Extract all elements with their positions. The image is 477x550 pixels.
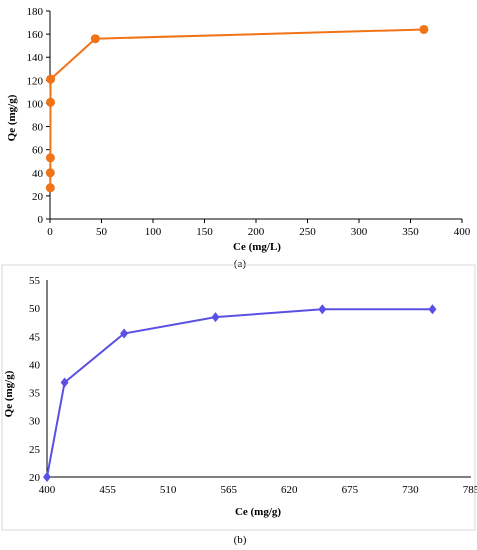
chart-a-x-tick-label: 100 [145, 226, 162, 238]
chart-a-y-tick-label: 20 [32, 191, 44, 203]
chart-b-x-tick-label: 620 [281, 484, 298, 496]
chart-b-data-point [318, 304, 327, 315]
chart-b-y-tick-label: 55 [29, 275, 41, 287]
chart-a-y-tick-label: 180 [27, 6, 44, 18]
chart-a-y-tick-label: 100 [27, 98, 44, 110]
chart-b-data-point [211, 312, 220, 323]
chart-b-x-tick-label: 785 [463, 484, 477, 496]
chart-b-data-point [120, 328, 129, 339]
chart-a-x-tick-label: 50 [96, 226, 108, 238]
chart-a-y-tick-label: 60 [32, 145, 44, 157]
chart-a-y-tick-label: 40 [32, 168, 44, 180]
chart-b-y-tick-label: 45 [29, 331, 41, 343]
chart-b-data-point [43, 472, 51, 482]
chart-a-series-line [49, 28, 424, 188]
chart-b-y-tick-label: 50 [29, 303, 41, 315]
chart-b-caption: (b) [234, 534, 247, 546]
chart-b-data-point [428, 304, 437, 315]
chart-a-y-tick-label: 0 [38, 214, 44, 226]
chart-b-x-axis-title: Ce (mg/g) [235, 506, 281, 518]
chart-a-y-tick-label: 160 [27, 29, 44, 41]
chart-a-x-tick-label: 400 [454, 226, 471, 238]
chart-b-plot-area-border [1, 264, 476, 531]
chart-a-data-point [419, 24, 429, 34]
chart-b-x-tick-label: 675 [342, 484, 359, 496]
chart-a-data-point [90, 34, 100, 44]
chart-a-x-tick-label: 350 [402, 226, 419, 238]
chart-a-data-point [45, 168, 55, 178]
chart-a-caption: (a) [234, 258, 247, 270]
chart-a-x-axis-title: Ce (mg/L) [233, 241, 281, 253]
chart-a-x-tick-label: 0 [47, 226, 53, 238]
chart-b-y-tick-label: 25 [29, 444, 41, 456]
chart-b-x-tick-label: 565 [220, 484, 237, 496]
chart-a-x-tick-label: 250 [299, 226, 316, 238]
chart-a-data-point [46, 97, 56, 107]
chart-a-y-tick-label: 140 [27, 52, 44, 64]
chart-b-data-point [60, 377, 69, 388]
chart-a-x-tick-label: 300 [351, 226, 368, 238]
chart-b: Qe (mg/g) Ce (mg/g) (b) 400 455 510 565 620 6… [1, 264, 477, 546]
chart-b-y-tick-label: 40 [29, 359, 41, 371]
chart-a-data-point [45, 183, 55, 193]
chart-a-y-axis-title: Qe (mg/g) [6, 94, 18, 141]
chart-b-y-tick-label: 20 [29, 472, 41, 484]
chart-a: Qe (mg/g) Ce (mg/L) (a) 0 50 100 150 200 250 3… [6, 6, 471, 270]
chart-b-series-line [46, 308, 433, 478]
chart-a-x-tick-label: 200 [248, 226, 265, 238]
chart-b-y-tick-label: 35 [29, 388, 41, 400]
chart-a-data-point [46, 74, 56, 84]
chart-a-x-tick-label: 150 [196, 226, 213, 238]
chart-a-y-tick-label: 120 [27, 75, 44, 87]
chart-b-y-axis-title: Qe (mg/g) [3, 370, 15, 417]
chart-b-x-tick-label: 400 [39, 484, 56, 496]
chart-b-x-tick-label: 455 [99, 484, 116, 496]
chart-b-y-tick-label: 30 [29, 416, 41, 428]
chart-b-x-tick-label: 730 [402, 484, 419, 496]
chart-b-x-tick-label: 510 [160, 484, 177, 496]
chart-a-data-point [45, 153, 55, 163]
chart-a-y-tick-label: 80 [32, 122, 44, 134]
